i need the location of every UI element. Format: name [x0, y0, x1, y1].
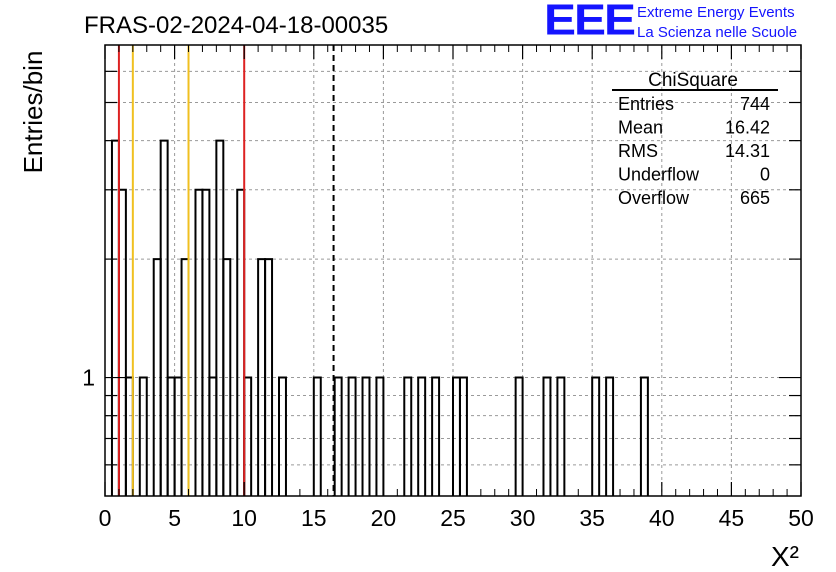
histogram-bar: [138, 376, 148, 496]
histogram-bar: [375, 376, 385, 496]
eee-logo: EEE Extreme Energy Events La Scienza nel…: [544, 0, 834, 46]
stats-rows: Entries 744 Mean 16.42 RMS 14.31 Underflow 0 Ove…: [618, 94, 770, 208]
histogram-bar: [458, 376, 468, 496]
histogram-bar: [117, 188, 127, 496]
histogram-bar: [403, 376, 413, 496]
x-tick-label: 30: [510, 505, 536, 531]
stats-value: 14.31: [725, 141, 770, 161]
x-tick-label: 45: [719, 505, 745, 531]
logo-line-1: Extreme Energy Events: [637, 4, 795, 21]
histogram-bar: [159, 139, 169, 496]
stats-value: 665: [740, 188, 770, 208]
y-axis-label: Entries/bin: [18, 51, 48, 174]
histogram-bars: [110, 139, 649, 496]
x-tick-label: 10: [231, 505, 257, 531]
x-tick-label: 35: [579, 505, 605, 531]
x-tick-label: 5: [168, 505, 181, 531]
stats-header: ChiSquare: [648, 70, 738, 91]
histogram-bar: [201, 188, 211, 496]
stats-label: RMS: [618, 141, 658, 161]
x-tick-label: 20: [371, 505, 397, 531]
y-tick-label: 1: [82, 365, 95, 391]
eee-logo-mark: EEE: [544, 0, 636, 45]
stats-label: Entries: [618, 94, 674, 114]
histogram-bar: [222, 258, 232, 496]
histogram-bar: [417, 376, 427, 496]
axis-ticks: 0 5 10 15 20 25 30 35 40 45 50 1: [82, 45, 814, 531]
histogram-bar: [347, 376, 357, 496]
logo-line-2: La Scienza nelle Scuole: [637, 24, 798, 41]
x-tick-label: 0: [99, 505, 112, 531]
x-tick-label: 15: [301, 505, 327, 531]
histogram-bar: [591, 376, 601, 496]
histogram-bar: [278, 376, 287, 496]
histogram-bar: [312, 376, 322, 496]
stats-value: 0: [760, 165, 770, 185]
stats-value: 16.42: [725, 118, 770, 138]
stats-value: 744: [740, 94, 770, 114]
histogram-bar: [431, 376, 441, 496]
histogram-bar: [194, 188, 204, 496]
stats-label: Mean: [618, 118, 663, 138]
histogram-bar: [556, 376, 566, 496]
histogram-bar: [514, 376, 524, 496]
histogram-bar: [110, 139, 120, 496]
histogram-bar: [264, 258, 274, 496]
x-tick-label: 25: [440, 505, 466, 531]
histogram-bar: [215, 139, 225, 496]
x-tick-label: 40: [649, 505, 675, 531]
stats-box: ChiSquare Entries 744 Mean 16.42 RMS 14.31 Und…: [612, 70, 778, 208]
x-axis-label: X²: [771, 541, 799, 572]
histogram-bar: [542, 376, 552, 496]
histogram-bar: [605, 376, 615, 496]
histogram-bar: [639, 376, 649, 496]
histogram-bar: [361, 376, 371, 496]
x-tick-label: 50: [788, 505, 814, 531]
stats-label: Overflow: [618, 188, 690, 208]
stats-label: Underflow: [618, 165, 700, 185]
histogram-bar: [236, 188, 246, 496]
chart-title: FRAS-02-2024-04-18-00035: [84, 12, 388, 39]
reference-lines: [117, 45, 335, 496]
histogram-bar: [333, 376, 343, 496]
